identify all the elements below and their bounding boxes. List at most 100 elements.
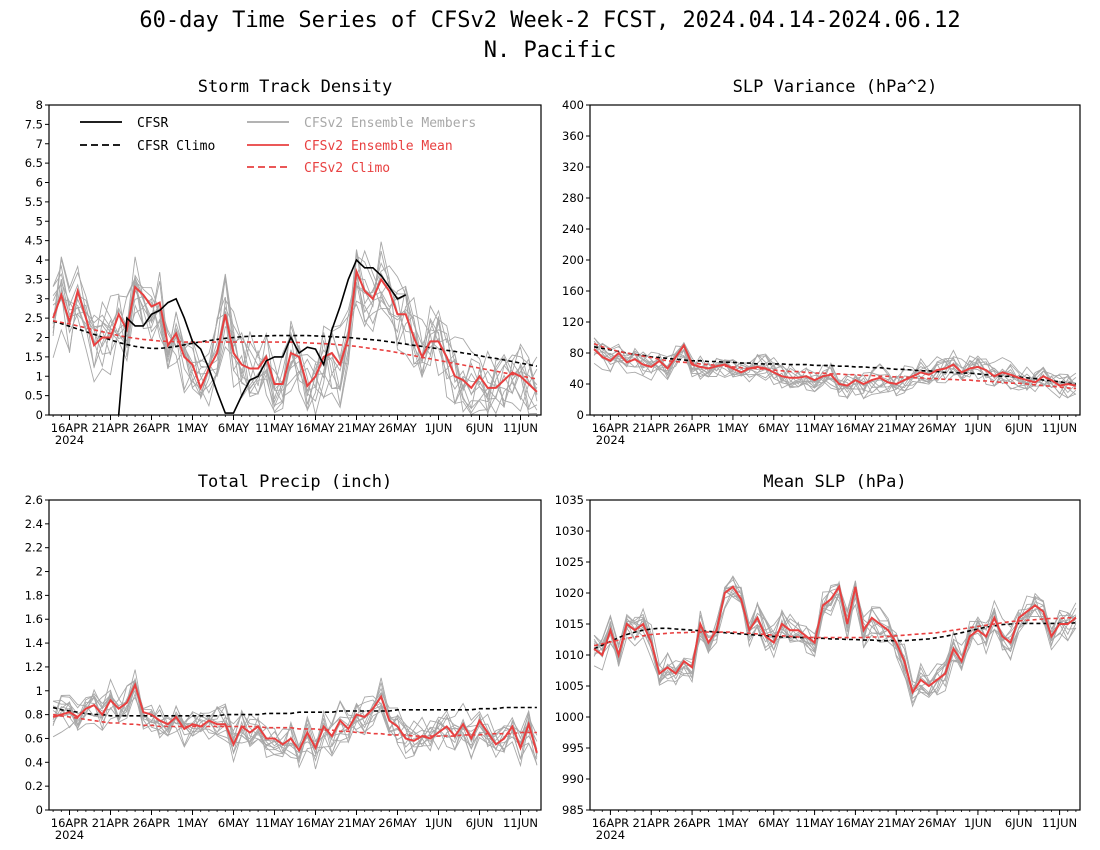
y-tick-label: 280 [562, 191, 584, 205]
series-cfsv2-ensemble-mean [593, 343, 1077, 387]
x-tick-label: 11MAY [795, 816, 835, 830]
x-tick-label: 1JUN [425, 421, 453, 435]
ensemble-member-line [52, 275, 538, 407]
plot-lines [52, 669, 538, 770]
x-tick-label: 6MAY [758, 421, 790, 435]
y-tick-label: 2.5 [25, 311, 43, 325]
x-tick-label: 1JUN [425, 816, 453, 830]
y-tick-label: 7.5 [25, 117, 43, 131]
x-tick-label: 16MAY [836, 421, 876, 435]
x-tick-label: 16APR [51, 816, 88, 830]
x-tick-label: 6JUN [1005, 816, 1033, 830]
plot-frame [48, 499, 542, 811]
y-tick-label: 0.4 [25, 755, 43, 769]
figure-subtitle: N. Pacific [484, 38, 616, 63]
x-tick-label: 26APR [133, 421, 170, 435]
y-tick-label: 0.6 [25, 731, 43, 745]
plot-lines [52, 241, 538, 415]
y-tick-label: 1005 [555, 679, 584, 693]
ensemble-member-line [593, 341, 1077, 393]
legend-label: CFSR Climo [137, 139, 215, 154]
x-tick-label: 11MAY [255, 816, 295, 830]
ensemble-member-line [52, 256, 538, 414]
series-cfsv2-climo [593, 617, 1076, 647]
x-tick-label: 11JUN [1042, 816, 1077, 830]
y-tick-label: 120 [562, 315, 584, 329]
ensemble-member-line [52, 262, 537, 415]
y-tick-label: 0 [36, 803, 43, 817]
series-cfsr [117, 258, 407, 415]
series-cfsv2-ensemble-mean [52, 681, 538, 754]
x-axis: 16APR 21APR 26APR 1MAY 6MAY 11MAY 16MAY 21MAY 26… [592, 415, 1077, 447]
ensemble-member-line [52, 256, 538, 408]
ensemble-member-line [53, 687, 538, 765]
y-tick-label: 7 [36, 137, 43, 151]
x-tick-label: 6MAY [218, 421, 250, 435]
x-tick-label: 6JUN [466, 816, 494, 830]
ensemble-member-line [52, 272, 538, 415]
legend-label: CFSv2 Climo [304, 161, 390, 176]
x-tick-label: 16APR [592, 421, 629, 435]
y-tick-label: 40 [569, 377, 584, 391]
y-axis: 0 0.2 0.4 0.6 0.8 1 1.2 1.4 1.6 1.8 2 2.2 2.4 2.6 [25, 493, 49, 817]
ensemble-member-line [593, 344, 1077, 393]
x-tick-label: 21APR [92, 816, 129, 830]
x-tick-label: 26MAY [378, 421, 418, 435]
y-tick-label: 1.6 [25, 612, 43, 626]
x-tick-label: 1MAY [177, 421, 209, 435]
y-tick-label: 1030 [555, 524, 584, 538]
x-tick-label: 1MAY [717, 816, 749, 830]
x-axis: 16APR 21APR 26APR 1MAY 6MAY 11MAY 16MAY 21MAY 26… [592, 810, 1077, 842]
x-tick-label: 6MAY [758, 816, 790, 830]
figure-title: 60-day Time Series of CFSv2 Week-2 FCST,… [139, 8, 960, 33]
y-tick-label: 5.5 [25, 195, 43, 209]
panel-title: Mean SLP (hPa) [763, 472, 906, 492]
panel-3: Total Precip (inch) 0 0.2 0.4 0.6 0.8 1 1.2 1.4 1… [25, 472, 542, 842]
y-tick-label: 0.8 [25, 708, 43, 722]
x-tick-label: 1MAY [717, 421, 749, 435]
x-tick-label: 16MAY [296, 816, 336, 830]
y-tick-label: 1.8 [25, 588, 43, 602]
series-cfsr-climo [52, 320, 538, 367]
x-tick-label: 26MAY [378, 816, 418, 830]
y-tick-label: 5 [36, 214, 43, 228]
x-tick-label: 6JUN [1005, 421, 1033, 435]
y-tick-label: 1025 [555, 555, 584, 569]
x-tick-label: 11MAY [255, 421, 295, 435]
x-tick-label: 21MAY [877, 421, 917, 435]
panel-title: Total Precip (inch) [198, 472, 392, 492]
y-tick-label: 1015 [555, 617, 584, 631]
panels: Storm Track Density 0 0.5 1 1.5 2 2.5 3 3.5 4 4.5 5… [25, 77, 1081, 842]
y-tick-label: 240 [562, 222, 584, 236]
y-axis: 0 0.5 1 1.5 2 2.5 3 3.5 4 4.5 5 5.5 6 6.5 7 7.5 8 [25, 98, 49, 422]
y-tick-label: 160 [562, 284, 584, 298]
y-tick-label: 6 [36, 176, 43, 190]
x-tick-label: 26MAY [918, 816, 958, 830]
y-tick-label: 1 [36, 684, 43, 698]
series-cfsr-climo [593, 622, 1076, 650]
y-tick-label: 360 [562, 129, 584, 143]
x-tick-label: 16APR [51, 421, 88, 435]
x-tick-label: 11JUN [503, 421, 538, 435]
y-tick-label: 3 [36, 292, 43, 306]
legend-label: CFSv2 Ensemble Mean [304, 139, 453, 154]
x-year-label: 2024 [55, 828, 84, 842]
x-tick-label: 1JUN [964, 816, 992, 830]
x-year-label: 2024 [596, 828, 625, 842]
y-tick-label: 1 [36, 369, 43, 383]
x-tick-label: 26APR [673, 816, 710, 830]
y-tick-label: 2.4 [25, 517, 43, 531]
y-axis: 0 40 80 120 160 200 240 280 320 360 400 [562, 98, 590, 422]
y-tick-label: 1000 [555, 710, 584, 724]
y-tick-label: 2.6 [25, 493, 43, 507]
panel-title: SLP Variance (hPa^2) [733, 77, 938, 97]
y-tick-label: 0 [577, 408, 584, 422]
panel-title: Storm Track Density [198, 77, 392, 97]
y-tick-label: 2.2 [25, 541, 43, 555]
x-tick-label: 1MAY [177, 816, 209, 830]
ensemble-member-line [593, 586, 1077, 691]
x-year-label: 2024 [55, 433, 84, 447]
plot-lines [593, 337, 1077, 400]
y-tick-label: 1020 [555, 586, 584, 600]
